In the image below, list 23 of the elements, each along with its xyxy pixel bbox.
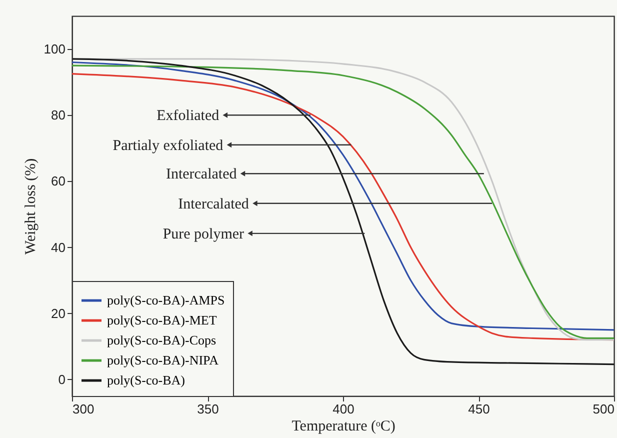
y-tick-label: 40 [51, 240, 66, 255]
annotation: Exfoliated [156, 108, 220, 124]
y-axis-title: Weight loss (%) [22, 158, 39, 255]
legend-label: poly(S-co-BA)-Cops [107, 332, 216, 348]
annotation: Intercalated [178, 196, 250, 212]
y-tick-label: 60 [51, 174, 66, 189]
y-tick-label: 80 [51, 108, 66, 123]
y-tick-label: 100 [44, 42, 66, 57]
annotation: Intercalated [166, 166, 238, 183]
legend-label: poly(S-co-BA) [107, 372, 185, 388]
x-axis-title: Temperature (ᵒC) [292, 418, 396, 434]
x-tick-label: 450 [468, 402, 490, 416]
annotation: Partialy exfoliated [112, 138, 224, 154]
x-tick-label: 400 [332, 402, 354, 416]
x-tick-label: 350 [197, 402, 219, 416]
x-tick-label: 500 [592, 402, 614, 416]
x-tick-label: 300 [72, 402, 94, 416]
annotation: Pure polymer [162, 226, 244, 242]
y-tick-label: 20 [51, 306, 66, 321]
legend-label: poly(S-co-BA)-AMPS [107, 292, 225, 308]
y-tick-label: 0 [58, 372, 66, 387]
legend-label: poly(S-co-BA)-MET [107, 312, 217, 328]
legend-label: poly(S-co-BA)-NIPA [107, 352, 220, 368]
